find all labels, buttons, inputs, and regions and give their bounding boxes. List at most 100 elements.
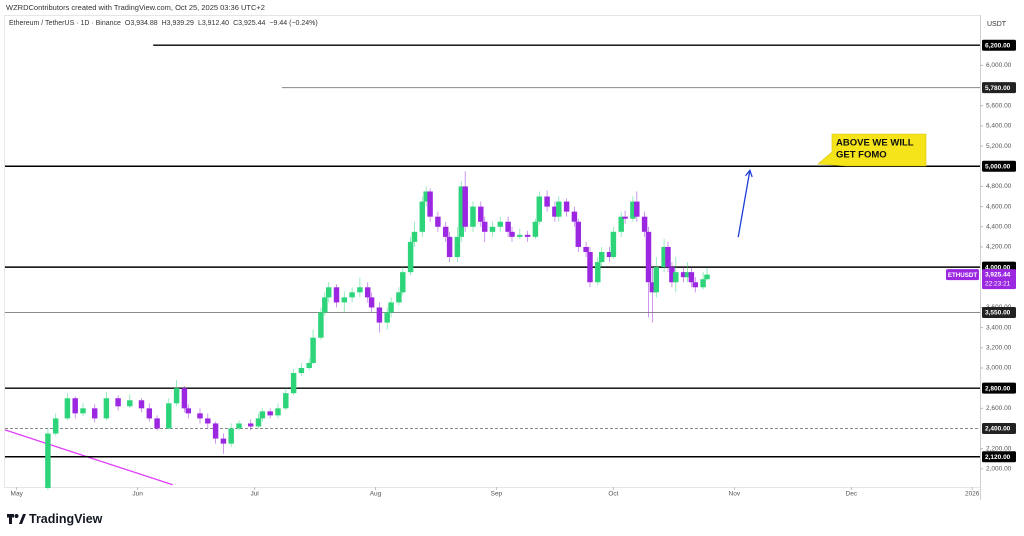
candle-body (64, 398, 71, 419)
level-price-label: 2,400.00 (985, 426, 1011, 433)
candle-body (419, 201, 426, 232)
candle-body (423, 191, 429, 202)
y-tick-label: 3,400.00 (986, 324, 1012, 331)
candle-body (325, 287, 332, 298)
candle-body (489, 226, 496, 232)
candle-body (583, 246, 589, 252)
candle-body (435, 216, 441, 227)
candle-body (333, 287, 340, 303)
y-tick-label: 4,600.00 (986, 203, 1012, 210)
level-price-box (982, 82, 1016, 94)
last-price-box (982, 269, 1016, 290)
candle-body (462, 186, 468, 227)
candle-body (388, 302, 394, 313)
candle-body (349, 292, 355, 298)
candle-body (80, 408, 86, 414)
x-tick-label: Aug (370, 491, 382, 498)
candle-body (536, 196, 543, 222)
candle-body (115, 398, 121, 407)
candle-body (247, 423, 254, 427)
annotation-text: ABOVE WE WILL (836, 138, 914, 149)
candle-body (255, 418, 262, 427)
level-price-box (982, 39, 1016, 51)
arrow-head (745, 168, 753, 178)
candle-body (52, 418, 59, 434)
legend-symbol: Ethereum / TetherUS · 1D · Binance (9, 20, 121, 27)
candle-body (700, 279, 706, 288)
candle-body (154, 418, 160, 429)
candle-body (298, 367, 305, 374)
candle-body (138, 400, 145, 409)
legend-close: C3,925.44 (233, 20, 265, 27)
candle-body (669, 267, 675, 283)
y-tick-label: 4,800.00 (986, 183, 1012, 190)
candle-body (283, 393, 289, 409)
candle-body (532, 221, 539, 237)
candle-body (458, 186, 465, 237)
legend-open: O3,934.88 (125, 20, 158, 27)
candle-body (618, 216, 624, 232)
candle-body (552, 206, 558, 217)
arrow-shaft (737, 170, 751, 238)
x-tick-label: 2026 (965, 491, 980, 498)
candle-body (684, 272, 691, 278)
level-price-label: 4,000.00 (985, 264, 1011, 271)
candle-body (396, 292, 402, 303)
symbol-label: ETHUSDT (948, 272, 977, 279)
candle-body (661, 246, 667, 268)
candle-body (497, 221, 504, 227)
x-tick-label: Sep (491, 491, 503, 498)
candle-body (236, 423, 242, 429)
candle-body (220, 438, 227, 444)
candle-body (103, 398, 110, 419)
candle-body (400, 272, 406, 293)
candle-body (91, 408, 98, 419)
candle-body (688, 272, 695, 283)
x-tick-label: Nov (729, 491, 741, 498)
level-price-box (982, 160, 1016, 172)
candle-body (205, 418, 211, 424)
candle-body (318, 312, 324, 338)
candle-body (364, 287, 371, 298)
level-price-label: 2,800.00 (985, 385, 1011, 392)
candle-body (197, 413, 203, 419)
level-price-label: 6,200.00 (985, 42, 1011, 49)
candle-body (275, 408, 281, 416)
candle-body (645, 231, 652, 283)
annotation-text: GET FOMO (836, 150, 887, 161)
candle-body (470, 206, 476, 227)
header: WZRDContributors created with TradingVie… (6, 3, 265, 12)
candle-body (606, 251, 613, 258)
candle-body (72, 398, 78, 414)
candle-body (173, 388, 180, 404)
y-tick-label: 5,200.00 (986, 143, 1012, 150)
y-tick-label: 4,400.00 (986, 223, 1012, 230)
candle-body (454, 236, 461, 258)
level-price-box (982, 422, 1016, 434)
candle-body (649, 282, 656, 293)
candle-body (310, 337, 316, 363)
candle-body (610, 231, 617, 258)
candle-body (341, 297, 348, 303)
brand-logo: TradingView (7, 512, 103, 526)
candle-body (368, 297, 375, 308)
candle-body (407, 241, 414, 273)
level-price-label: 5,780.00 (985, 85, 1011, 92)
brand-name: TradingView (29, 512, 103, 526)
candle-body (509, 231, 515, 237)
candle-body (665, 246, 671, 268)
candle-body (442, 226, 449, 237)
candle-body (622, 216, 628, 219)
y-tick-label: 4,200.00 (986, 244, 1012, 251)
candle-body (259, 411, 266, 419)
x-tick-label: Jun (132, 491, 143, 498)
y-tick-label: 3,000.00 (986, 365, 1012, 372)
candle-body (181, 388, 188, 409)
candle-body (680, 272, 687, 278)
level-price-box (982, 451, 1016, 463)
y-tick-label: 6,000.00 (986, 62, 1012, 69)
candle-body (146, 408, 153, 419)
candle-body (185, 408, 192, 414)
